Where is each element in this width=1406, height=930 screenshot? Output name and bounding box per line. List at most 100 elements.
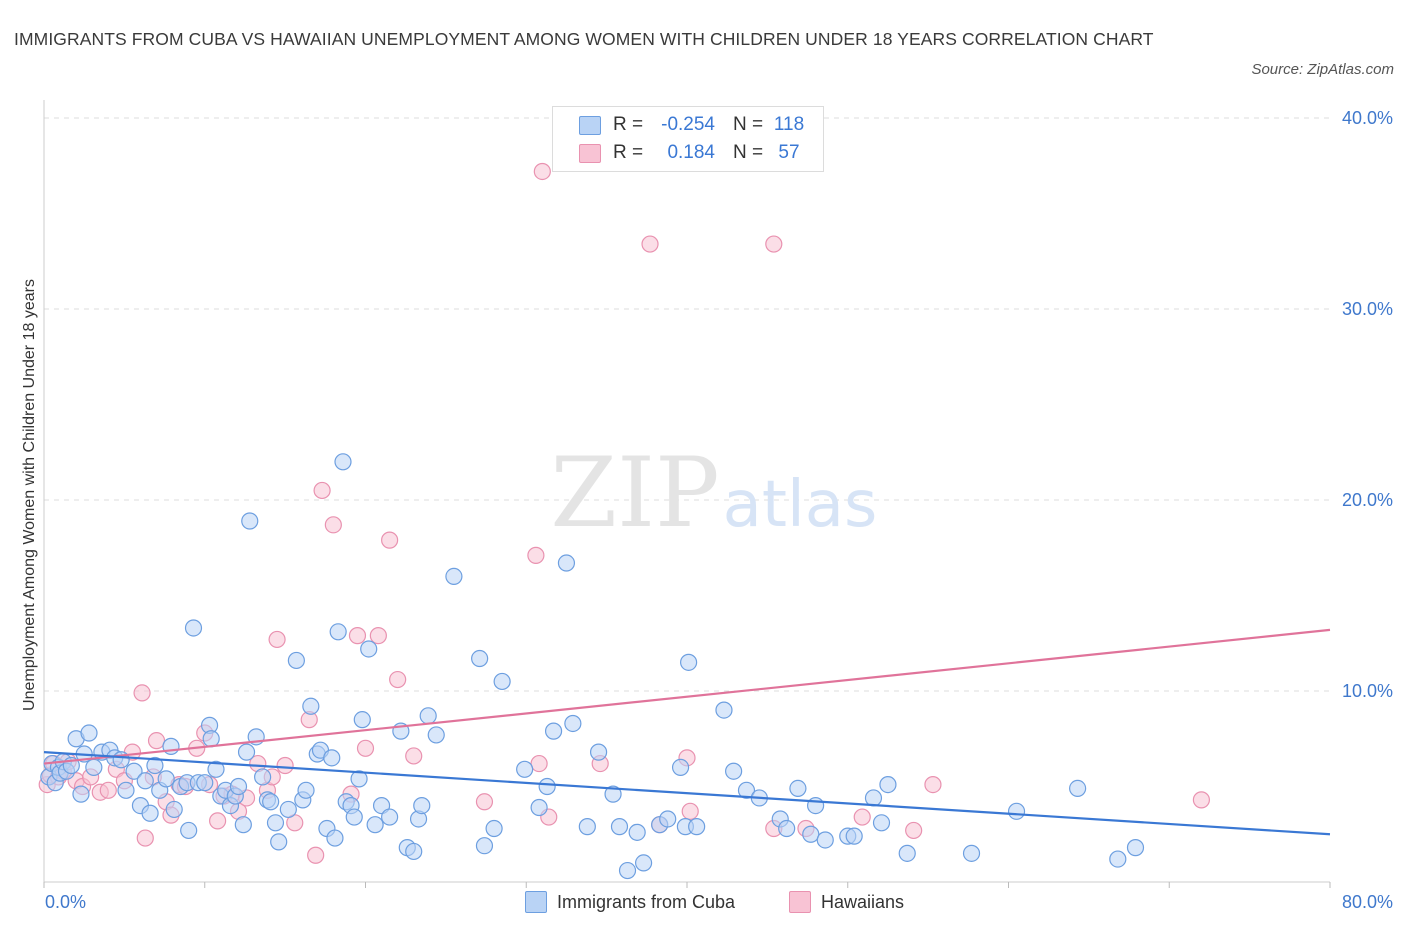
hawaiian-point	[924, 775, 942, 794]
y-tick-label: 40.0%	[1342, 108, 1393, 128]
cuba-point	[413, 796, 431, 815]
cuba-point	[610, 818, 629, 836]
hawaiian-point	[905, 821, 923, 840]
trend-lines	[43, 628, 1331, 836]
hawaiian-point	[99, 781, 117, 799]
cuba-point	[329, 623, 347, 641]
cuba-point	[778, 819, 796, 838]
blue-swatch	[579, 116, 601, 135]
r-value: 0.184	[667, 142, 715, 163]
cuba-point	[241, 512, 259, 530]
hawaiian-point	[133, 684, 151, 702]
data-points	[38, 162, 1211, 880]
hawaiian-point	[533, 162, 551, 181]
cuba-point	[345, 808, 363, 826]
cuba-point	[530, 798, 548, 817]
cuba-point	[234, 816, 252, 834]
hawaiian-point	[356, 739, 375, 757]
cuba-point	[845, 827, 863, 845]
cuba-point	[427, 726, 445, 744]
cuba-point	[485, 819, 503, 838]
legend-item-cuba[interactable]: Immigrants from Cuba	[525, 889, 775, 915]
hawaiian-point	[209, 812, 227, 830]
cuba-point	[266, 814, 285, 832]
hawaiian-point	[136, 829, 154, 847]
watermark: ZIP atlas	[550, 437, 877, 549]
cuba-point	[270, 833, 288, 851]
cuba-point	[802, 825, 820, 843]
cuba-point	[117, 781, 135, 799]
hawaiian-point	[348, 627, 367, 645]
cuba-point	[589, 743, 608, 761]
cuba-point	[184, 619, 203, 637]
cuba-point	[445, 567, 463, 586]
y-tick-label: 10.0%	[1342, 681, 1393, 701]
hawaiian-point	[405, 747, 423, 765]
hawaiian-point	[1192, 791, 1211, 809]
cuba-point	[671, 758, 690, 777]
cuba-point	[725, 762, 743, 780]
cuba-point	[872, 814, 891, 832]
source-note: Source: ZipAtlas.com	[1251, 61, 1394, 78]
cuba-point	[628, 823, 646, 841]
hawaiian-point	[681, 802, 699, 820]
hawaiian-point	[530, 754, 548, 773]
cuba-point	[360, 640, 378, 658]
cuba-point	[229, 777, 248, 796]
legend-label: Hawaiians	[821, 892, 905, 912]
cuba-point	[789, 779, 807, 798]
cuba-point	[538, 777, 556, 796]
legend-item-hawaiians[interactable]: Hawaiians	[789, 889, 939, 915]
cuba-point	[323, 749, 341, 767]
cuba-point	[419, 707, 437, 725]
cuba-point	[262, 793, 280, 811]
cuba-point	[254, 768, 272, 786]
hawaiian-point	[381, 531, 399, 549]
cuba-point	[493, 672, 511, 691]
cuba-point	[207, 760, 225, 778]
tick-labels: 10.0% 20.0% 30.0% 40.0% 0.0% 80.0%	[45, 108, 1393, 912]
hawaiian-point	[276, 756, 294, 775]
n-value: 118	[773, 114, 805, 135]
hawaiian-point	[307, 846, 325, 864]
cuba-point	[557, 554, 576, 572]
cuba-point	[334, 453, 352, 471]
cuba-point	[366, 816, 384, 834]
cuba-point	[146, 756, 164, 775]
watermark-atlas: atlas	[723, 468, 878, 542]
cuba-point	[864, 789, 883, 807]
cuba-point	[279, 800, 297, 819]
cuba-point	[297, 781, 315, 799]
axes	[43, 100, 1331, 888]
x-tick-label: 80.0%	[1342, 892, 1393, 912]
cuba-point	[1069, 779, 1087, 798]
cuba-point	[72, 785, 90, 803]
cuba-point	[544, 722, 563, 740]
cuba-point	[1126, 839, 1145, 857]
cuba-point	[879, 775, 897, 794]
hawaiian-point	[389, 670, 407, 689]
hawaiian-point	[147, 732, 166, 750]
cuba-point	[816, 831, 834, 849]
cuba-point	[578, 818, 596, 836]
cuba-point	[125, 762, 143, 780]
cuba-point	[353, 711, 371, 729]
pink-swatch	[579, 144, 601, 163]
cuba-point	[688, 818, 706, 836]
cuba-point	[737, 781, 756, 799]
cuba-point	[237, 743, 256, 761]
cuba-point	[85, 758, 103, 777]
gridlines	[44, 117, 1330, 692]
cuba-point	[326, 829, 344, 847]
cuba-point	[516, 760, 534, 778]
cuba-point	[136, 772, 154, 790]
cuba-point	[202, 730, 220, 748]
cuba-point	[1109, 850, 1127, 868]
cuba-point	[471, 649, 489, 668]
n-label: N =	[733, 114, 764, 135]
hawaiian-point	[475, 793, 494, 811]
cuba-trend-line	[43, 751, 1331, 836]
y-tick-label: 20.0%	[1342, 490, 1393, 510]
cuba-point	[564, 714, 582, 733]
